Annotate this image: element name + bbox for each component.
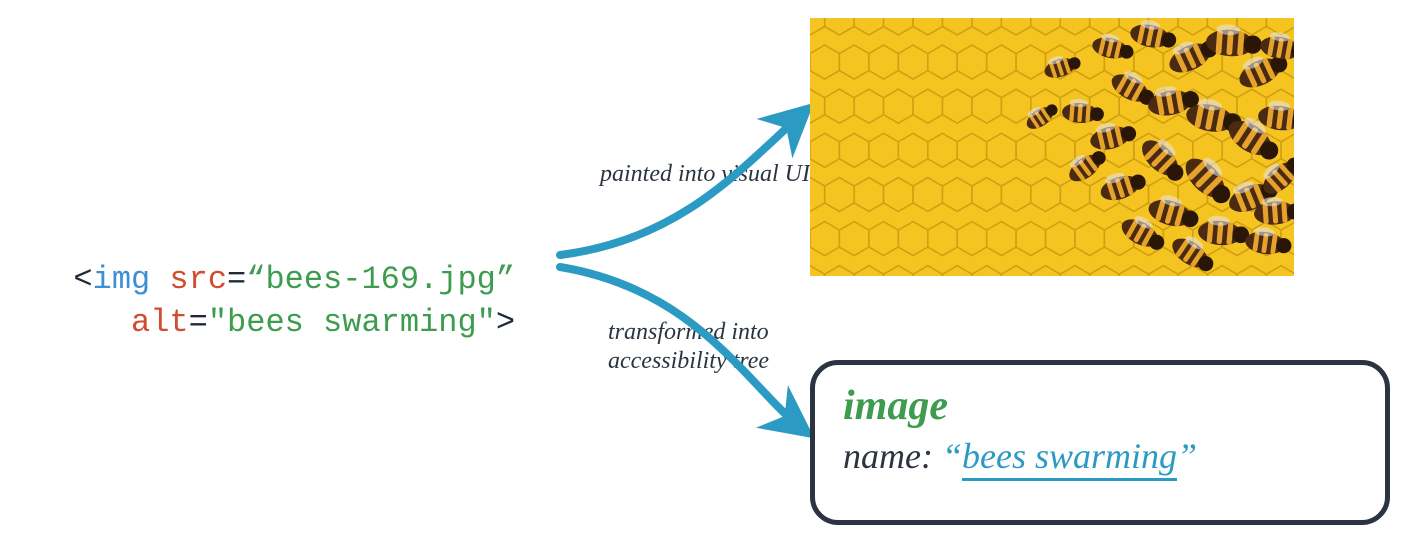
code-attr-src: src [169,261,227,298]
code-attr-alt: alt [131,304,189,341]
a11y-quote-open: “ [942,436,962,476]
code-src-value: “bees-169.jpg” [246,261,515,298]
a11y-name-row: name: “bees swarming” [843,435,1357,477]
annotation-transformed-line1: transformed into [608,319,769,345]
code-alt-value: "bees swarming" [208,304,496,341]
code-close-bracket: > [496,304,515,341]
annotation-painted: painted into visual UI [600,160,810,189]
annotation-transformed: transformed into accessibility tree [608,318,769,376]
accessibility-tree-node: image name: “bees swarming” [810,360,1390,525]
html-code-snippet: <img src=“bees-169.jpg” alt="bees swarmi… [35,215,515,345]
a11y-quote-close: ” [1177,436,1197,476]
code-eq-2: = [189,304,208,341]
a11y-name-value: bees swarming [962,436,1177,481]
a11y-role: image [843,383,1357,429]
code-tag-name: img [93,261,151,298]
a11y-name-label: name: [843,436,933,476]
annotation-transformed-line2: accessibility tree [608,348,769,374]
bee-photo [810,18,1294,276]
code-eq-1: = [227,261,246,298]
code-open-bracket: < [73,261,92,298]
